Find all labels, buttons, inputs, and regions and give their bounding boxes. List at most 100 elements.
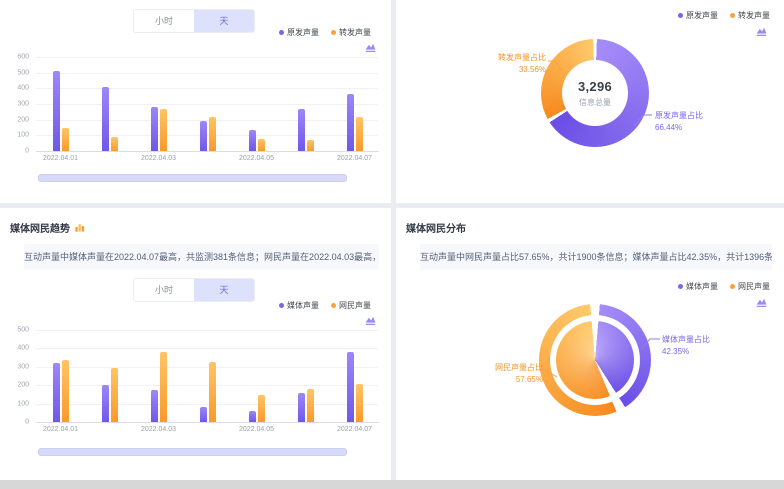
save-as-image-icon[interactable]	[364, 41, 377, 54]
y-axis-tick: 100	[17, 131, 29, 139]
legend: 媒体声量 网民声量	[279, 300, 371, 311]
data-zoom-slider[interactable]	[38, 448, 347, 456]
panel-volume-trend: 小时 天 原发声量 转发声量 0 100 200 300 400 500 600 2022.…	[0, 0, 391, 203]
legend-label: 原发声量	[686, 11, 718, 20]
bar-转发声量[interactable]	[355, 117, 363, 151]
toggle-hour-button[interactable]: 小时	[154, 285, 173, 295]
bar-原发声量[interactable]	[297, 109, 305, 151]
bar-group	[199, 330, 216, 422]
bar-媒体声量[interactable]	[248, 411, 256, 422]
bar-groups: 2022.04.01 2022.04.03 2022.04.05 2022.04.07	[36, 330, 379, 433]
legend-item[interactable]: 媒体声量	[279, 300, 319, 311]
legend: 原发声量 转发声量	[678, 10, 770, 21]
data-zoom-slider[interactable]	[38, 174, 347, 182]
legend-marker-icon	[678, 13, 683, 18]
bar-转发声量[interactable]	[110, 137, 118, 151]
slice-label-original: 原发声量占比 66.44%	[655, 110, 747, 134]
legend-item[interactable]: 网民声量	[730, 281, 770, 292]
bar-媒体声量[interactable]	[346, 352, 354, 422]
legend-marker-icon	[730, 13, 735, 18]
gridline	[36, 403, 379, 405]
y-axis-tick: 0	[25, 418, 29, 426]
bar-原发声量[interactable]	[52, 71, 60, 151]
bar-网民声量[interactable]	[208, 362, 216, 422]
panel-title-text: 媒体网民趋势	[10, 224, 70, 235]
bar-媒体声量[interactable]	[150, 390, 158, 422]
gridline	[36, 88, 379, 90]
bar-group	[297, 57, 314, 151]
legend-item[interactable]: 原发声量	[279, 27, 319, 38]
bar-group: 2022.04.05	[239, 57, 274, 162]
bar-转发声量[interactable]	[61, 128, 69, 151]
bar-原发声量[interactable]	[199, 121, 207, 151]
bar-转发声量[interactable]	[159, 109, 167, 151]
bar-group: 2022.04.01	[43, 330, 78, 433]
slice-label-value: 66.44%	[655, 123, 683, 132]
bar-网民声量[interactable]	[306, 389, 314, 422]
bar-转发声量[interactable]	[208, 117, 216, 151]
bar-原发声量[interactable]	[150, 107, 158, 151]
bar-原发声量[interactable]	[101, 87, 109, 151]
toggle-day-button[interactable]: 天	[194, 10, 254, 32]
legend-label: 媒体声量	[287, 301, 319, 310]
bar-group	[101, 57, 118, 151]
legend-marker-icon	[331, 303, 336, 308]
bar-原发声量[interactable]	[346, 94, 354, 151]
legend-label: 网民声量	[738, 282, 770, 291]
bar-媒体声量[interactable]	[101, 385, 109, 422]
gridline	[36, 135, 379, 137]
slice-label-repost: 转发声量占比 33.56%	[451, 52, 546, 76]
donut-chart[interactable]: 3,296 信息总量	[541, 39, 649, 147]
panel-volume-pie: 原发声量 转发声量 3,296 信息总量 转发声量占比 33.56% 原发声量占…	[396, 0, 784, 203]
legend-item[interactable]: 转发声量	[730, 10, 770, 21]
bar-网民声量[interactable]	[257, 395, 265, 422]
legend-item[interactable]: 媒体声量	[678, 281, 718, 292]
x-axis-tick: 2022.04.01	[42, 155, 79, 162]
save-as-image-icon[interactable]	[364, 314, 377, 327]
bar-媒体声量[interactable]	[199, 407, 207, 422]
bar-原发声量[interactable]	[248, 130, 256, 151]
legend-item[interactable]: 原发声量	[678, 10, 718, 21]
nested-pie-chart[interactable]	[539, 304, 651, 416]
gridline	[36, 57, 379, 58]
interval-toggle: 小时 天	[133, 278, 255, 302]
bar-group: 2022.04.07	[337, 57, 372, 162]
bar-媒体声量[interactable]	[52, 363, 60, 422]
save-as-image-icon[interactable]	[755, 296, 768, 309]
legend-marker-icon	[331, 30, 336, 35]
bar-group: 2022.04.07	[337, 330, 372, 433]
total-label: 信息总量	[579, 97, 611, 107]
page-bottom-scroll-area[interactable]	[0, 480, 784, 489]
bar-group: 2022.04.05	[239, 330, 274, 433]
x-axis-tick: 2022.04.03	[140, 155, 177, 162]
plot-area: 2022.04.01 2022.04.03 2022.04.05 2022.04.07	[36, 57, 379, 162]
panel-media-trend: 媒体网民趋势 互动声量中媒体声量在2022.04.07最高，共监测381条信息；…	[0, 208, 391, 480]
legend-label: 转发声量	[339, 28, 371, 37]
x-axis-tick: 2022.04.07	[336, 426, 373, 433]
bar-媒体声量[interactable]	[297, 393, 305, 422]
label-leader-line	[634, 114, 652, 126]
bar-group: 2022.04.03	[141, 330, 176, 433]
bar-转发声量[interactable]	[306, 140, 314, 151]
bar-网民声量[interactable]	[61, 360, 69, 422]
y-axis-tick: 500	[17, 326, 29, 334]
bar-网民声量[interactable]	[159, 352, 167, 422]
bar-chart: 0 100 200 300 400 500 2022.04.01 2022.04.03 202…	[8, 326, 383, 440]
toggle-hour-button[interactable]: 小时	[154, 16, 173, 26]
y-axis-tick: 200	[17, 116, 29, 124]
gridline	[36, 330, 379, 331]
summary-text: 互动声量中网民声量占比57.65%，共计1900条信息；媒体声量占比42.35%…	[420, 244, 772, 270]
y-axis: 0 100 200 300 400 500	[8, 326, 32, 426]
bar-网民声量[interactable]	[355, 384, 363, 422]
bar-网民声量[interactable]	[110, 368, 118, 422]
bar-group	[101, 330, 118, 422]
bar-转发声量[interactable]	[257, 139, 265, 151]
summary-text: 互动声量中媒体声量在2022.04.07最高，共监测381条信息；网民声量在20…	[24, 244, 379, 270]
legend-item[interactable]: 转发声量	[331, 27, 371, 38]
legend-item[interactable]: 网民声量	[331, 300, 371, 311]
label-leader-line	[544, 369, 558, 378]
save-as-image-icon[interactable]	[755, 25, 768, 38]
slice-label-title: 媒体声量占比	[662, 335, 710, 344]
legend-marker-icon	[279, 30, 284, 35]
toggle-day-button[interactable]: 天	[194, 279, 254, 301]
